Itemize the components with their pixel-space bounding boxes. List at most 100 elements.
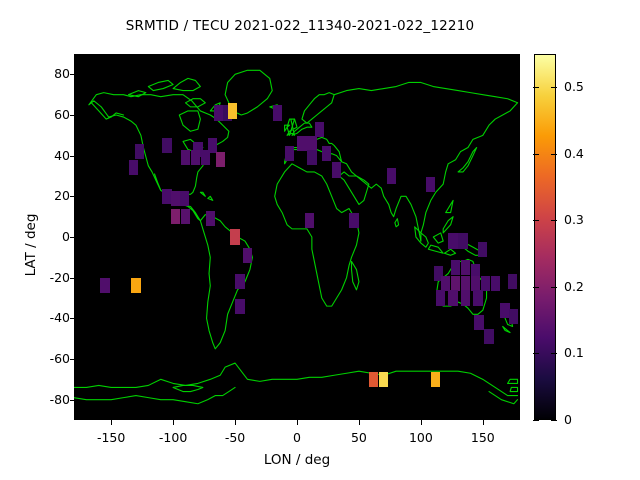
heatmap-cell: [441, 276, 451, 292]
heatmap-cell: [131, 278, 141, 294]
heatmap-cell: [297, 135, 307, 152]
coastline-overlay: [74, 54, 520, 420]
heatmap-cell: [470, 263, 481, 280]
heatmap-cell: [222, 105, 233, 121]
colorbar-tick-mark: [533, 286, 539, 288]
heatmap-cell: [128, 160, 139, 176]
heatmap-cell: [450, 259, 461, 276]
heatmap-cell: [473, 290, 483, 306]
colorbar-tick-label: 0.5: [564, 79, 584, 95]
heatmap-cell: [235, 298, 245, 314]
heatmap-cell: [460, 276, 471, 292]
colorbar-tick-label: 0.3: [564, 212, 584, 228]
heatmap-cell: [304, 213, 315, 229]
heatmap-cell: [235, 274, 245, 290]
heatmap-cell: [480, 276, 490, 292]
colorbar-tick-mark: [551, 153, 557, 155]
heatmap-cell: [190, 150, 201, 166]
colorbar[interactable]: [533, 54, 557, 421]
map-plot-area[interactable]: [74, 54, 520, 420]
x-tick-label: -100: [158, 430, 188, 445]
heatmap-cell: [470, 276, 481, 292]
colorbar-tick-mark: [551, 420, 557, 421]
heatmap-cell: [500, 302, 510, 318]
y-tick-mark: [70, 196, 75, 198]
x-tick-mark: [235, 420, 237, 425]
heatmap-cell: [450, 276, 461, 292]
y-axis-ticks: 80 60 40 20 0 -20 -40 -60 -80: [26, 54, 75, 420]
colorbar-tick-mark: [551, 87, 557, 89]
heatmap-cell: [490, 276, 500, 292]
heatmap-cell: [135, 143, 145, 160]
heatmap-cell: [509, 308, 519, 324]
heatmap-cell: [284, 146, 295, 162]
colorbar-tick-mark: [533, 87, 539, 89]
heatmap-cell: [484, 329, 494, 345]
y-tick-label: 40: [54, 147, 70, 163]
x-tick-label: 150: [470, 430, 495, 445]
heatmap-cell: [200, 150, 210, 166]
colorbar-tick-labels: 0.5 0.4 0.3 0.2 0.1 0: [534, 54, 624, 426]
heatmap-cell: [478, 241, 488, 257]
heatmap-cell: [307, 135, 317, 152]
heatmap-cell: [215, 152, 225, 168]
colorbar-tick-label: 0.2: [564, 278, 584, 294]
x-tick-label: 0: [293, 430, 301, 445]
heatmap-cell: [242, 247, 253, 263]
y-tick-label: 20: [54, 188, 70, 204]
x-tick-mark: [358, 420, 360, 425]
x-tick-mark: [111, 420, 113, 425]
y-tick-label: -60: [49, 351, 70, 366]
heatmap-cell: [369, 371, 379, 387]
heatmap-cell: [314, 121, 324, 137]
heatmap-cell: [349, 213, 359, 229]
x-tick-mark: [173, 420, 175, 425]
heatmap-cell: [507, 274, 518, 290]
heatmap-cell: [386, 168, 396, 184]
heatmap-cell: [179, 190, 189, 206]
colorbar-tick-mark: [533, 220, 539, 222]
y-tick-label: -40: [49, 310, 70, 326]
colorbar-tick-label: 0.4: [564, 145, 584, 161]
y-tick-label: -20: [49, 269, 70, 285]
heatmap-cell: [433, 265, 443, 282]
heatmap-cell: [322, 146, 332, 162]
chart-title: SRMTID / TECU 2021-022_11340-2021-022_12…: [125, 18, 475, 34]
y-tick-label: 60: [54, 107, 70, 122]
y-tick-mark: [70, 399, 75, 401]
heatmap-cell: [436, 290, 446, 306]
x-tick-label: 100: [408, 430, 433, 445]
colorbar-tick-mark: [533, 353, 539, 355]
heatmap-cell: [162, 188, 172, 204]
y-tick-label: 0: [62, 229, 70, 244]
heatmap-cell: [100, 278, 110, 294]
heatmap-cell: [180, 150, 191, 166]
y-tick-label: -80: [49, 391, 70, 407]
heatmap-cell: [448, 290, 458, 306]
x-tick-mark: [482, 420, 484, 425]
map-plot-inner: [74, 54, 520, 420]
heatmap-cell: [230, 229, 240, 245]
heatmap-cell: [460, 290, 471, 306]
heatmap-cell: [307, 150, 317, 166]
y-tick-mark: [70, 277, 75, 279]
x-tick-label: -150: [96, 430, 126, 445]
y-tick-mark: [70, 359, 75, 360]
colorbar-tick-label: 0: [564, 412, 572, 427]
colorbar-tick-mark: [551, 220, 557, 222]
heatmap-cell: [379, 371, 389, 387]
y-tick-mark: [70, 318, 75, 320]
colorbar-tick-mark: [551, 286, 557, 288]
colorbar-gradient: [534, 54, 556, 420]
x-axis-ticks: -150 -100 -50 0 50 100 150: [74, 420, 520, 460]
y-tick-mark: [70, 155, 75, 157]
heatmap-cell: [214, 105, 224, 121]
heatmap-cell: [208, 137, 218, 154]
x-axis-title: LON / deg: [263, 452, 331, 468]
heatmap-cell: [426, 176, 436, 192]
heatmap-cell: [193, 141, 203, 158]
y-tick-label: 80: [54, 66, 70, 82]
heatmap-cell: [205, 211, 215, 227]
heatmap-cell: [458, 233, 468, 249]
y-tick-mark: [70, 115, 75, 116]
